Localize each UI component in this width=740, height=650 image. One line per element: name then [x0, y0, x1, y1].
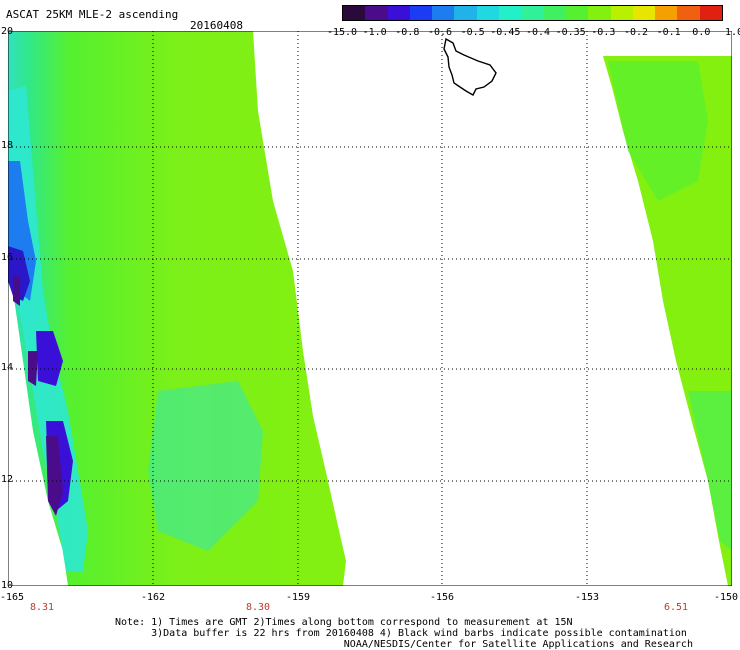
colorbar-segment	[432, 6, 455, 20]
time-label-3: 6.51	[663, 602, 689, 613]
colorbar-segment	[565, 6, 589, 20]
colorbar-tick-label: -0.2	[623, 27, 649, 38]
colorbar-tick-label: 0.0	[692, 27, 711, 38]
colorbar-tick-label: -15.0	[326, 27, 358, 38]
colorbar-segment	[387, 6, 410, 20]
map-title: ASCAT 25KM MLE-2 ascending	[6, 8, 179, 21]
colorbar-segment	[409, 6, 433, 20]
y-label-10: 10	[1, 580, 14, 591]
map-date: 20160408	[190, 19, 243, 32]
colorbar	[342, 5, 723, 21]
y-label-14: 14	[1, 362, 14, 373]
x-label-162: -162	[140, 592, 166, 603]
colorbar-tick-label: -0.3	[591, 27, 616, 38]
colorbar-tick-label: -0.8	[395, 27, 420, 38]
colorbar-segment	[476, 6, 500, 20]
x-label-156: -156	[429, 592, 455, 603]
map-plot-area	[8, 31, 732, 586]
colorbar-segment	[521, 6, 544, 20]
colorbar-segment	[343, 6, 366, 20]
colorbar-tick-label: -0.35	[555, 27, 586, 38]
colorbar-tick-label: -0.6	[427, 27, 453, 38]
colorbar-segment	[677, 6, 700, 20]
swath-right-patch	[608, 61, 708, 201]
colorbar-segment	[632, 6, 656, 20]
note-line-1: Note: 1) Times are GMT 2)Times along bot…	[115, 617, 573, 628]
y-label-12: 12	[1, 474, 14, 485]
colorbar-segment	[499, 6, 522, 20]
colorbar-segment	[365, 6, 388, 20]
footer-notes: Note: 1) Times are GMT 2)Times along bot…	[115, 617, 693, 650]
y-label-20: 20	[1, 26, 14, 37]
note-line-2: 3)Data buffer is 22 hrs from 20160408 4)…	[115, 628, 687, 639]
colorbar-tick-label: 1.0	[724, 27, 740, 38]
colorbar-segment	[610, 6, 633, 20]
island-coastline	[443, 37, 497, 96]
y-label-18: 18	[1, 140, 14, 151]
x-label-150: -150	[713, 592, 739, 603]
swath-right	[603, 56, 732, 586]
time-label-2: 8.30	[245, 602, 271, 613]
note-line-3: NOAA/NESDIS/Center for Satellite Applica…	[115, 639, 693, 650]
swath-patch-dark-1	[13, 276, 20, 306]
colorbar-segment	[543, 6, 566, 20]
x-label-159: -159	[285, 592, 311, 603]
swath-patch-purple-1	[36, 331, 63, 386]
colorbar-tick-label: -0.4	[525, 27, 551, 38]
swath-right-patch-2	[688, 391, 732, 551]
x-label-165: -165	[0, 592, 25, 603]
swath-patch-mid	[148, 381, 263, 551]
graticule	[8, 31, 732, 586]
x-label-153: -153	[574, 592, 600, 603]
colorbar-tick-label: -0.45	[490, 27, 521, 38]
time-label-1: 8.31	[29, 602, 55, 613]
colorbar-tick-labels: -15.0 -1.0 -0.8 -0.6 -0.5 -0.45 -0.4 -0.35 -0.3-…	[326, 27, 740, 39]
colorbar-segment	[588, 6, 611, 20]
colorbar-segment	[454, 6, 477, 20]
colorbar-tick-label: -1.0	[362, 27, 387, 38]
colorbar-tick-label: -0.1	[656, 27, 681, 38]
colorbar-segment	[699, 6, 723, 20]
map-canvas	[8, 31, 732, 586]
colorbar-tick-label: -0.5	[460, 27, 485, 38]
swath-patch-dark-3	[46, 436, 63, 516]
colorbar-segment	[655, 6, 678, 20]
y-label-16: 16	[1, 252, 14, 263]
